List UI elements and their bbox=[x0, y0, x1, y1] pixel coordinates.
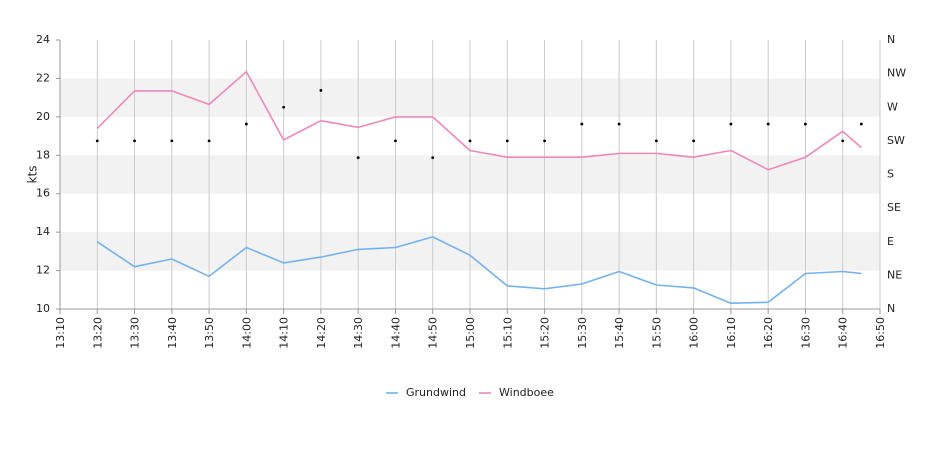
direction-label: W bbox=[887, 100, 898, 113]
direction-point bbox=[654, 139, 658, 143]
direction-point bbox=[95, 139, 99, 143]
y-tick-label: 22 bbox=[36, 71, 50, 84]
x-tick-label: 15:20 bbox=[539, 317, 552, 349]
direction-markers bbox=[95, 89, 863, 160]
x-tick-label: 16:40 bbox=[837, 317, 850, 349]
direction-point bbox=[766, 122, 770, 126]
y-axis-title: kts bbox=[26, 166, 40, 184]
direction-point bbox=[431, 156, 435, 160]
x-axis: 13:10 13:20 13:30 13:40 13:50 14:00 14:10 14:20… bbox=[54, 309, 887, 349]
legend: Grundwind Windboee bbox=[386, 386, 554, 399]
series-lines bbox=[96, 70, 862, 305]
direction-label: N bbox=[887, 302, 895, 315]
direction-point bbox=[207, 139, 211, 143]
direction-point bbox=[804, 122, 807, 126]
legend-label: Grundwind bbox=[406, 386, 466, 399]
direction-point bbox=[282, 105, 286, 109]
direction-point bbox=[468, 139, 472, 143]
direction-point bbox=[841, 139, 845, 143]
direction-label: NE bbox=[887, 268, 902, 281]
direction-label: SE bbox=[887, 201, 901, 214]
x-tick-label: 14:40 bbox=[389, 317, 402, 349]
direction-label: E bbox=[887, 235, 894, 248]
direction-point bbox=[319, 89, 323, 92]
x-tick-label: 16:00 bbox=[688, 317, 701, 349]
x-tick-label: 14:50 bbox=[427, 317, 440, 349]
direction-point bbox=[170, 139, 174, 143]
x-tick-label: 15:10 bbox=[501, 317, 514, 349]
y-tick-label: 18 bbox=[36, 148, 50, 161]
x-tick-label: 13:40 bbox=[166, 317, 179, 349]
direction-point bbox=[859, 122, 863, 126]
direction-point bbox=[617, 122, 621, 126]
x-tick-label: 13:20 bbox=[91, 317, 104, 349]
x-tick-label: 15:00 bbox=[464, 317, 477, 349]
x-tick-label: 14:10 bbox=[278, 317, 291, 349]
x-tick-label: 16:30 bbox=[799, 317, 812, 349]
x-tick-label: 15:30 bbox=[576, 317, 589, 349]
x-tick-label: 14:30 bbox=[352, 317, 365, 349]
direction-label: S bbox=[887, 168, 894, 181]
direction-label: N bbox=[887, 33, 895, 46]
x-tick-label: 14:00 bbox=[240, 317, 253, 349]
direction-label: NW bbox=[887, 67, 906, 80]
x-tick-label: 16:10 bbox=[725, 317, 738, 349]
y-tick-label: 16 bbox=[36, 187, 50, 200]
legend-label: Windboee bbox=[499, 386, 554, 399]
direction-label: SW bbox=[887, 134, 905, 147]
y-tick-label: 14 bbox=[36, 225, 50, 238]
y-tick-label: 20 bbox=[36, 110, 50, 123]
x-tick-label: 15:40 bbox=[613, 317, 626, 349]
direction-point bbox=[394, 139, 397, 143]
x-tick-label: 16:20 bbox=[762, 317, 775, 349]
direction-point bbox=[356, 156, 360, 160]
x-tick-label: 13:50 bbox=[203, 317, 216, 349]
grid-lines bbox=[59, 40, 881, 309]
series-line-windboee bbox=[96, 70, 862, 171]
x-tick-label: 13:30 bbox=[129, 317, 142, 349]
x-tick-label: 16:50 bbox=[874, 317, 887, 349]
x-tick-label: 15:50 bbox=[650, 317, 663, 349]
direction-point bbox=[133, 139, 136, 143]
direction-point bbox=[692, 139, 696, 143]
direction-point bbox=[505, 139, 509, 143]
x-tick-label: 13:10 bbox=[54, 317, 67, 349]
y-tick-label: 24 bbox=[36, 33, 50, 46]
direction-point bbox=[580, 122, 584, 126]
series-line-grundwind bbox=[96, 236, 862, 305]
direction-point bbox=[543, 139, 546, 143]
direction-point bbox=[729, 122, 733, 126]
right-axis-direction: N NE E SE S SW W NW N bbox=[887, 33, 906, 315]
direction-point bbox=[244, 122, 248, 126]
y-tick-label: 10 bbox=[36, 302, 50, 315]
x-tick-label: 14:20 bbox=[315, 317, 328, 349]
y-tick-label: 12 bbox=[36, 264, 50, 277]
